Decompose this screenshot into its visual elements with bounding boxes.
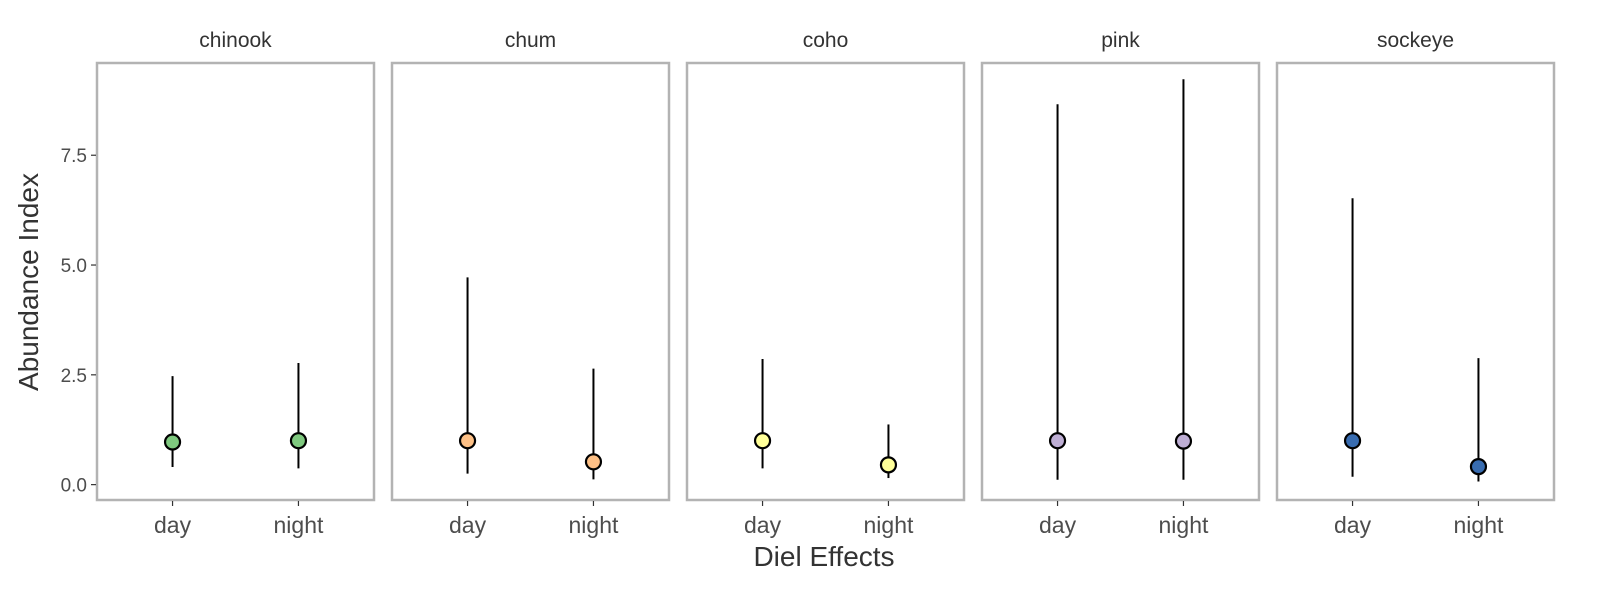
x-axis-title: Diel Effects — [753, 541, 894, 572]
x-tick-label: day — [1334, 512, 1372, 538]
x-tick-label: day — [1039, 512, 1077, 538]
data-point — [584, 453, 603, 471]
facet-chum: chum day night — [390, 29, 671, 538]
panel-frame — [95, 61, 376, 502]
facet-strip-label: sockeye — [1377, 29, 1454, 52]
data-point — [458, 432, 477, 450]
panel-frame — [685, 61, 966, 502]
y-axis-title: Abundance Index — [13, 173, 44, 391]
facet-strip-label: chum — [505, 29, 556, 52]
x-tick-label: day — [449, 512, 487, 538]
data-point — [1174, 432, 1193, 450]
data-point — [1469, 458, 1488, 476]
panel-frame — [1275, 61, 1556, 502]
facet-sockeye: sockeye day night — [1275, 29, 1556, 538]
x-tick-label: night — [864, 512, 914, 538]
y-tick-label: 5.0 — [61, 256, 87, 277]
x-tick-label: night — [274, 512, 324, 538]
facet-pink: pink day night — [980, 29, 1261, 538]
y-tick-label: 0.0 — [61, 476, 87, 497]
x-tick-label: day — [154, 512, 192, 538]
data-point — [163, 433, 182, 451]
facet-chinook: chinook day night — [95, 29, 376, 538]
panel-frame — [390, 61, 671, 502]
data-point — [753, 432, 772, 450]
facet-strip-label: chinook — [199, 29, 272, 52]
x-tick-label: night — [1159, 512, 1209, 538]
facet-strip-label: coho — [803, 29, 849, 52]
data-point — [879, 456, 898, 474]
y-tick-label: 2.5 — [61, 366, 87, 387]
facet-coho: coho day night — [685, 29, 966, 538]
data-point — [1048, 432, 1067, 450]
data-point — [289, 432, 308, 450]
panel-frame — [980, 61, 1261, 502]
x-tick-label: night — [1454, 512, 1504, 538]
x-tick-label: day — [744, 512, 782, 538]
x-tick-label: night — [569, 512, 619, 538]
y-axis: 0.0 2.5 5.0 7.5 — [61, 146, 96, 497]
facet-strip-label: pink — [1101, 29, 1140, 52]
data-point — [1343, 432, 1362, 450]
y-tick-label: 7.5 — [61, 146, 87, 167]
